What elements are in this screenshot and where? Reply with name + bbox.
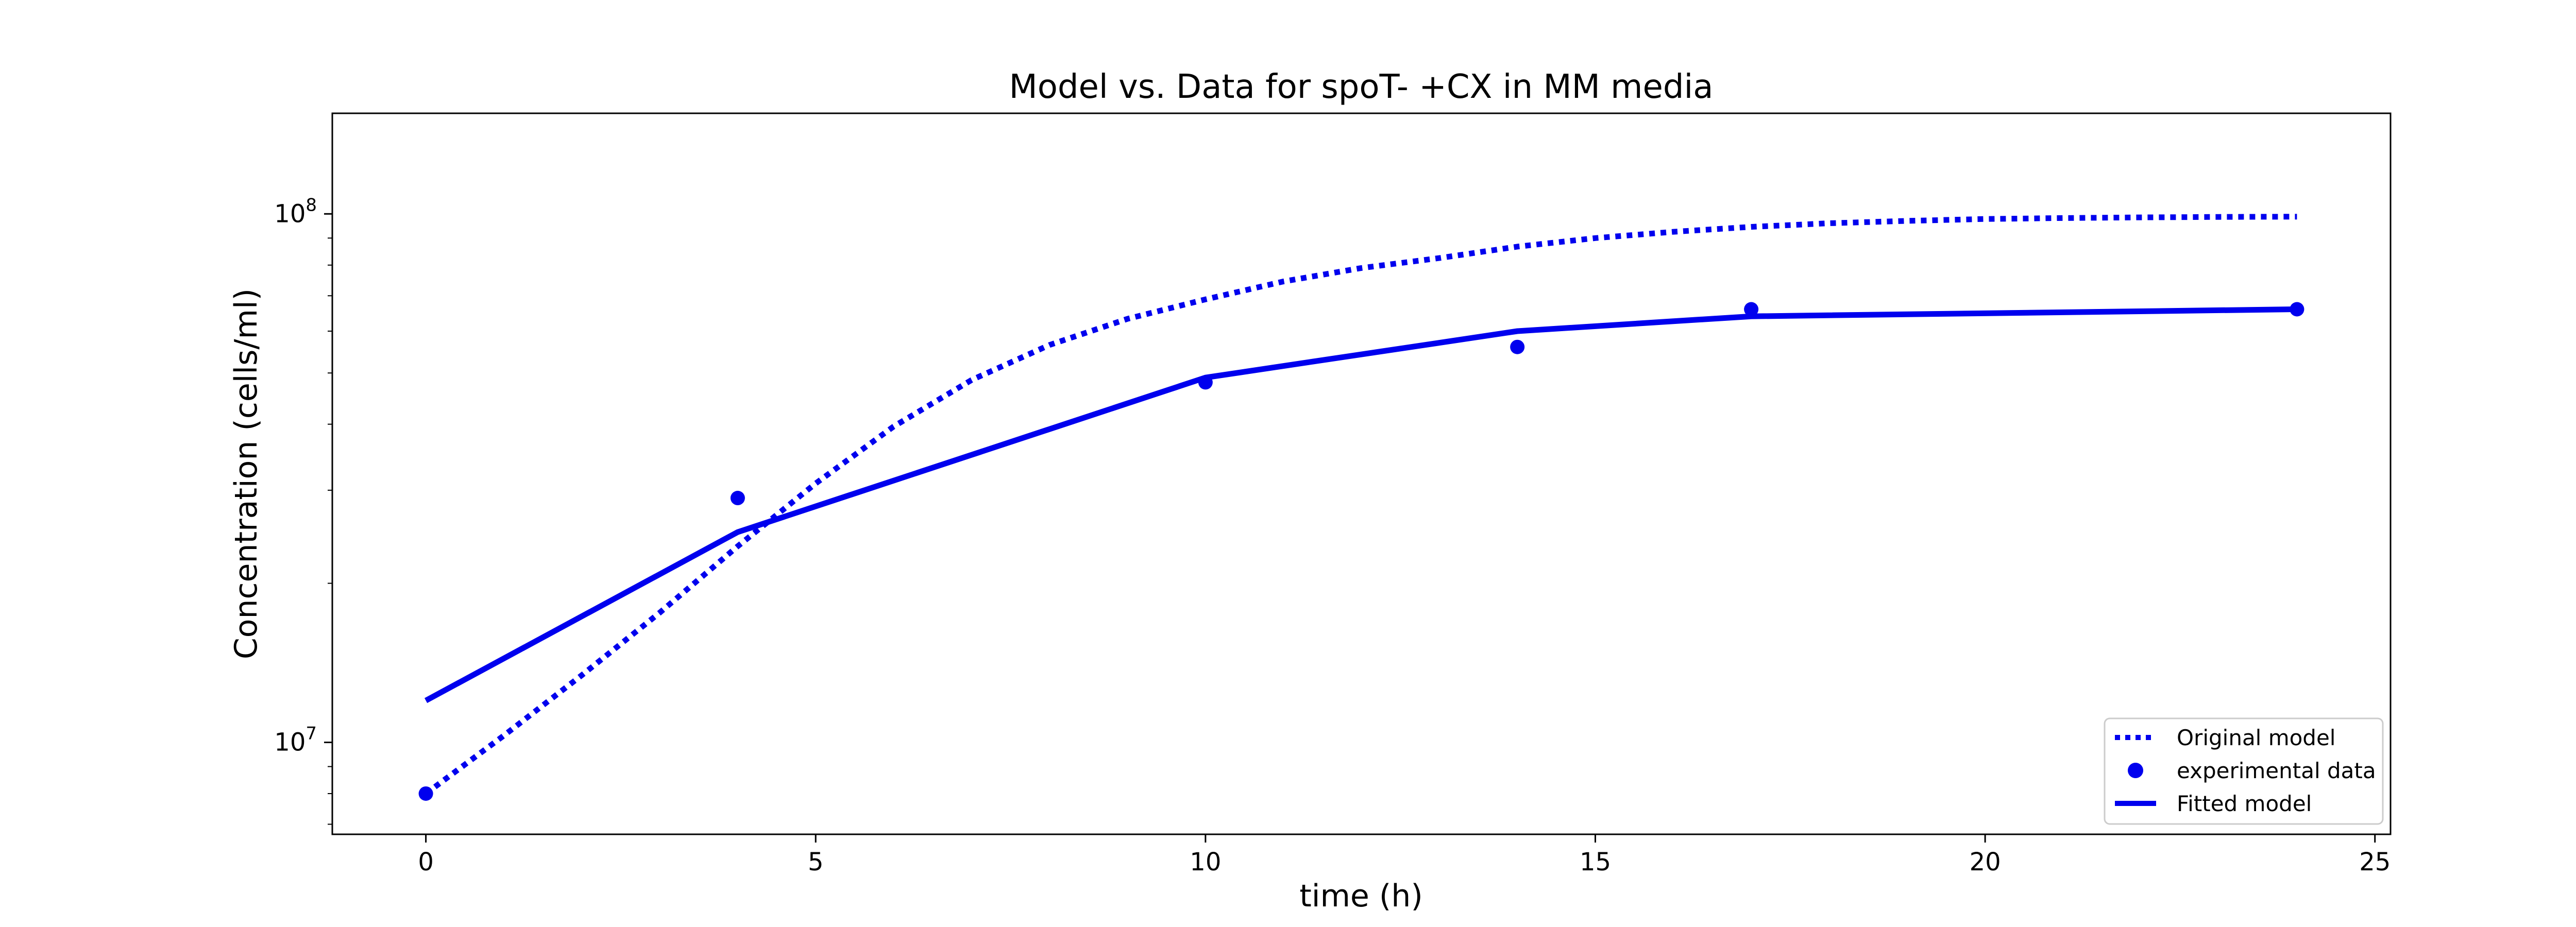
data-point	[418, 786, 433, 801]
data-point	[1744, 302, 1759, 317]
x-tick-label: 10	[1190, 848, 1221, 877]
series-layer	[418, 214, 2304, 801]
y-minor-ticks	[328, 237, 332, 825]
x-axis-label: time (h)	[1299, 878, 1422, 914]
y-axis-label: Concentration (cells/ml)	[228, 288, 264, 659]
plot-frame	[331, 112, 2392, 835]
data-point	[730, 491, 745, 506]
legend-label-original-model: Original model	[2177, 725, 2335, 750]
data-point	[2290, 302, 2304, 317]
x-tick-label: 20	[1970, 848, 2001, 877]
x-axis: 0 5 10 15 20 25	[418, 834, 2391, 877]
x-tick-label: 15	[1580, 848, 1611, 877]
legend-label-fitted-model: Fitted model	[2177, 791, 2312, 816]
x-tick-label: 0	[418, 848, 434, 877]
x-tick-label: 25	[2359, 848, 2391, 877]
legend-label-experimental-data: experimental data	[2177, 758, 2376, 783]
series-line-fitted-model	[424, 306, 2297, 703]
chart-title: Model vs. Data for spoT- +CX in MM media	[1009, 68, 1714, 106]
legend-swatch-experimental-data	[2128, 763, 2143, 778]
series-line-original-model	[424, 214, 2297, 796]
data-point	[1510, 339, 1525, 354]
legend: Original model experimental data Fitted …	[2104, 717, 2384, 825]
y-tick-label: 108	[274, 195, 317, 228]
y-tick-label: 107	[274, 724, 317, 757]
legend-box	[2104, 717, 2384, 825]
x-tick-label: 5	[808, 848, 824, 877]
y-axis: 107 108	[274, 195, 332, 757]
